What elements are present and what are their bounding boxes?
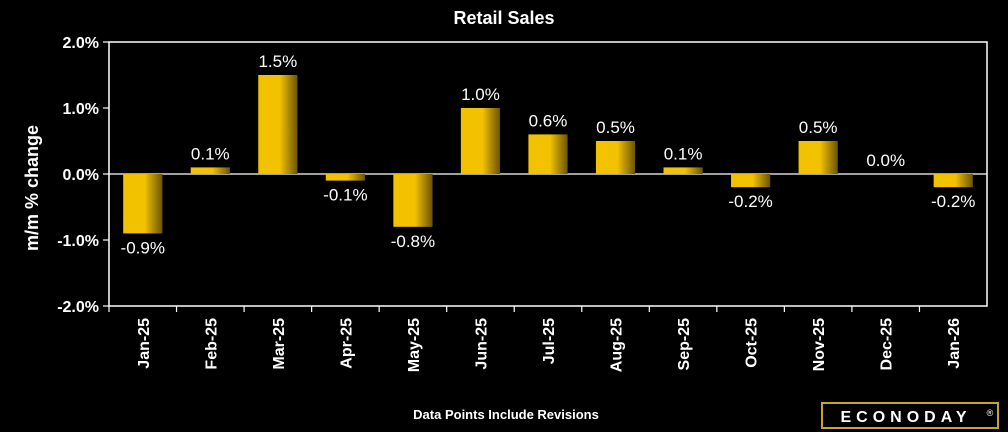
x-tick-label-jul-25: Jul-25 xyxy=(541,318,558,364)
x-tick-label-aug-25: Aug-25 xyxy=(609,318,626,372)
data-label-aug-25: 0.5% xyxy=(596,118,635,137)
y-tick-label: -2.0% xyxy=(57,299,99,316)
bar-apr-25 xyxy=(325,174,365,181)
econoday-logo: ECONODAY ® xyxy=(821,402,999,429)
data-label-may-25: -0.8% xyxy=(391,232,435,251)
x-tick-label-jan-26: Jan-26 xyxy=(946,318,963,369)
logo-registered-mark: ® xyxy=(987,408,994,418)
x-tick-label-may-25: May-25 xyxy=(406,318,423,372)
data-label-jan-25: -0.9% xyxy=(121,238,165,257)
x-tick-label-nov-25: Nov-25 xyxy=(811,318,828,371)
bar-nov-25 xyxy=(798,141,838,174)
chart-title: Retail Sales xyxy=(453,8,554,28)
bar-jun-25 xyxy=(460,108,501,174)
data-label-jan-26: -0.2% xyxy=(931,192,975,211)
x-tick-label-dec-25: Dec-25 xyxy=(879,318,896,371)
bar-jan-25 xyxy=(123,174,163,234)
bar-sep-25 xyxy=(663,167,703,174)
bar-jul-25 xyxy=(528,134,568,174)
data-label-mar-25: 1.5% xyxy=(258,52,297,71)
y-axis-ticks: 2.0% 1.0% 0.0% -1.0% -2.0% xyxy=(57,35,109,316)
footnote: Data Points Include Revisions xyxy=(413,407,599,422)
x-tick-label-mar-25: Mar-25 xyxy=(271,318,288,370)
data-label-jul-25: 0.6% xyxy=(529,111,568,130)
y-tick-label: 0.0% xyxy=(63,167,99,184)
y-tick-label: 1.0% xyxy=(63,101,99,118)
y-tick-label: -1.0% xyxy=(57,233,99,250)
bar-series xyxy=(123,75,973,234)
data-label-jun-25: 1.0% xyxy=(461,85,500,104)
data-label-apr-25: -0.1% xyxy=(323,186,367,205)
bar-oct-25 xyxy=(731,174,771,188)
logo-border xyxy=(821,402,999,429)
y-axis-label: m/m % change xyxy=(22,125,42,251)
bar-feb-25 xyxy=(190,167,230,174)
x-tick-label-sep-25: Sep-25 xyxy=(676,318,693,371)
data-label-sep-25: 0.1% xyxy=(664,144,703,163)
x-axis-ticks: Jan-25 Feb-25 Mar-25 Apr-25 May-25 Jun-25 Jul-… xyxy=(108,306,963,372)
x-tick-label-jan-25: Jan-25 xyxy=(136,318,153,369)
data-labels: -0.9% 0.1% 1.5% -0.1% -0.8% 1.0% 0.6% 0.5% 0.1% -… xyxy=(121,52,976,257)
x-tick-label-apr-25: Apr-25 xyxy=(338,318,355,369)
logo-text: ECONODAY xyxy=(841,409,972,426)
y-tick-label: 2.0% xyxy=(63,35,99,52)
bar-mar-25 xyxy=(258,75,298,174)
data-label-nov-25: 0.5% xyxy=(799,118,838,137)
data-label-dec-25: 0.0% xyxy=(866,151,905,170)
bar-aug-25 xyxy=(595,141,636,174)
bar-may-25 xyxy=(393,174,433,227)
x-tick-label-jun-25: Jun-25 xyxy=(473,318,490,370)
data-label-feb-25: 0.1% xyxy=(191,144,230,163)
bar-jan-26 xyxy=(933,174,973,188)
data-label-oct-25: -0.2% xyxy=(728,192,772,211)
x-tick-label-feb-25: Feb-25 xyxy=(203,318,220,370)
x-tick-label-oct-25: Oct-25 xyxy=(744,318,761,368)
